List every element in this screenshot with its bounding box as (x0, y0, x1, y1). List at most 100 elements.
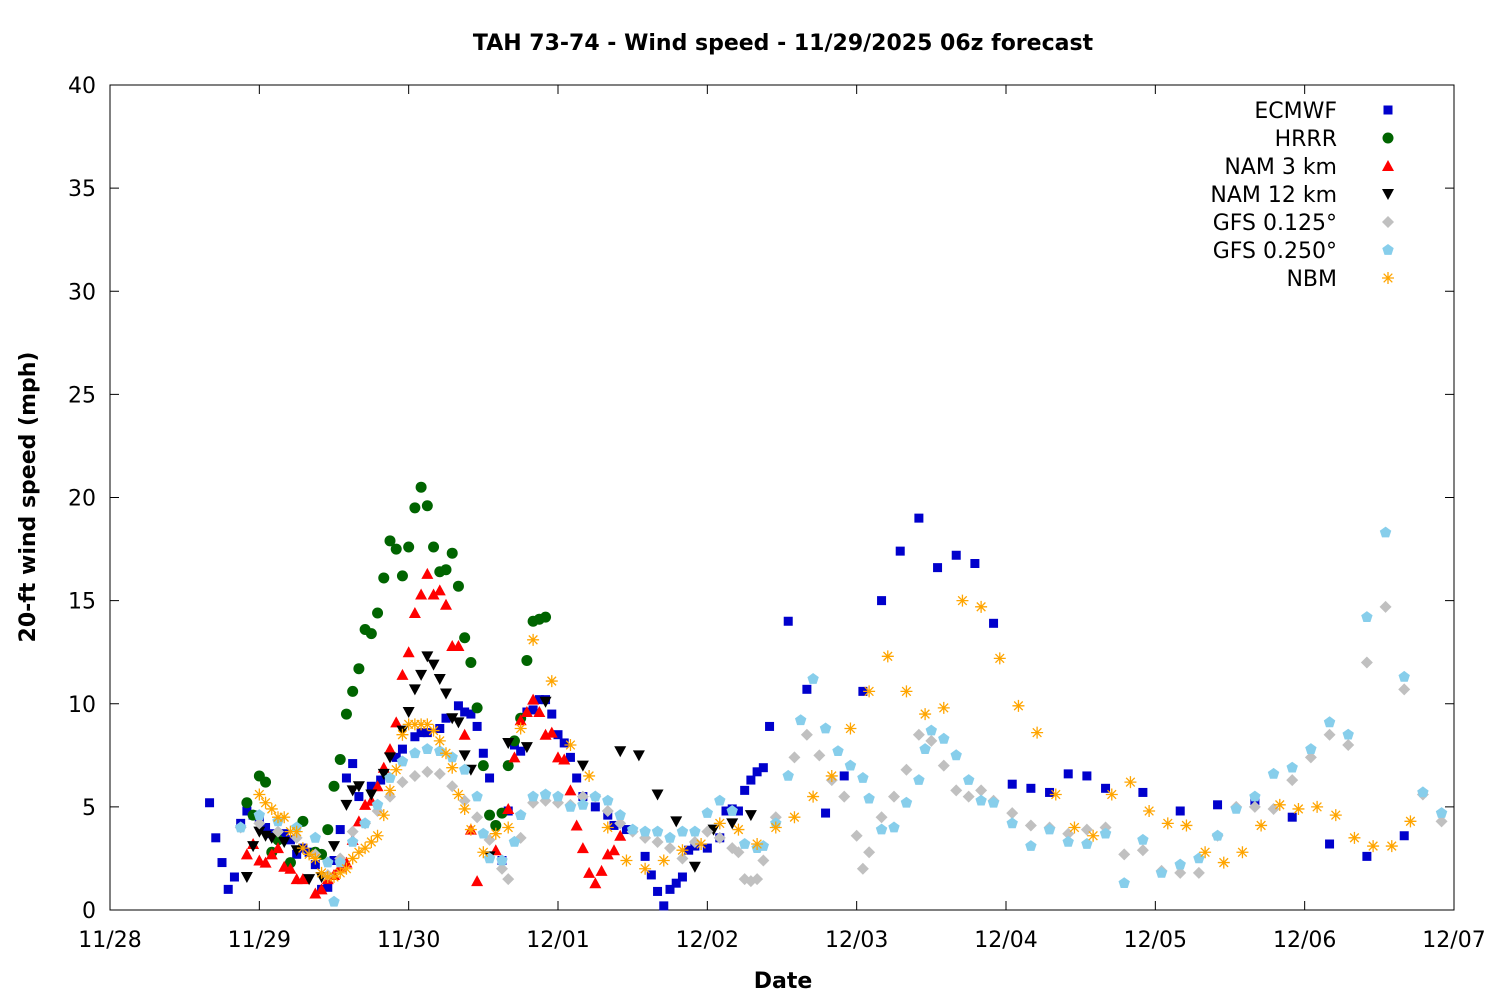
data-point (919, 743, 931, 754)
data-point (477, 827, 489, 839)
data-point (502, 873, 515, 886)
data-point (1138, 787, 1148, 797)
data-point (1087, 829, 1100, 842)
data-point (733, 806, 743, 816)
data-point (1267, 767, 1280, 779)
data-point (1101, 783, 1111, 793)
data-point (316, 848, 328, 860)
data-point (410, 732, 420, 742)
data-point (1304, 751, 1317, 764)
data-point (458, 728, 471, 740)
data-point (614, 809, 626, 820)
data-point (329, 856, 339, 865)
data-point (365, 835, 378, 848)
data-point (838, 790, 851, 803)
data-point (877, 596, 887, 606)
data-point (758, 763, 768, 773)
data-point (496, 854, 508, 866)
data-point (1348, 831, 1361, 844)
data-point (428, 541, 440, 553)
data-point (433, 674, 446, 685)
data-point (284, 825, 297, 838)
data-point (1024, 819, 1037, 832)
data-point (627, 823, 639, 835)
data-point (856, 862, 869, 875)
data-point (446, 780, 459, 793)
data-point (340, 799, 353, 811)
data-point (1175, 806, 1185, 816)
data-point (676, 825, 689, 837)
x-tick-label: 12/07 (1422, 928, 1485, 953)
data-point (1136, 844, 1149, 857)
data-point (962, 790, 975, 803)
data-point (1435, 807, 1448, 818)
data-point (409, 747, 421, 759)
data-point (1063, 769, 1073, 779)
data-point (925, 734, 938, 747)
legend-marker (1382, 189, 1394, 200)
data-point (472, 721, 482, 731)
data-point (937, 701, 950, 714)
data-point (490, 819, 502, 831)
data-point (427, 659, 440, 671)
data-point (514, 722, 527, 735)
data-point (1417, 786, 1429, 798)
data-point (751, 838, 764, 850)
data-point (390, 543, 402, 555)
data-point (646, 870, 656, 880)
data-point (677, 872, 687, 882)
data-point (832, 745, 844, 756)
data-point (659, 901, 669, 911)
data-point (408, 684, 421, 696)
data-point (347, 835, 359, 847)
data-point (601, 848, 614, 860)
data-point (1026, 783, 1036, 793)
y-tick-label: 30 (68, 280, 96, 305)
y-tick-label: 20 (68, 487, 96, 512)
data-point (328, 841, 340, 853)
y-axis-label: 20-ft wind speed (mph) (16, 352, 41, 643)
legend-marker (1383, 105, 1393, 115)
data-point (858, 686, 868, 696)
data-point (211, 833, 221, 843)
data-point (1099, 827, 1112, 839)
data-point (502, 760, 514, 772)
data-point (1435, 815, 1448, 828)
data-point (1118, 848, 1131, 861)
data-point (241, 797, 253, 809)
data-point (657, 854, 670, 867)
data-point (340, 862, 353, 875)
data-point (485, 773, 495, 783)
data-point (1213, 800, 1223, 810)
data-point (1311, 800, 1324, 813)
data-point (614, 817, 627, 830)
data-point (640, 851, 650, 861)
data-point (533, 706, 546, 717)
x-axis-label: Date (754, 969, 813, 994)
data-point (765, 721, 775, 731)
data-point (676, 852, 689, 865)
data-point (403, 541, 415, 553)
data-point (521, 654, 533, 666)
data-point (384, 784, 396, 797)
data-point (409, 502, 421, 514)
data-point (223, 884, 233, 894)
data-point (315, 866, 328, 879)
data-point (602, 794, 614, 806)
data-point (421, 567, 434, 579)
data-point (508, 835, 521, 847)
data-point (471, 702, 483, 714)
data-point (913, 774, 925, 785)
data-point (590, 802, 600, 812)
legend-marker (1382, 160, 1394, 171)
data-point (347, 685, 359, 697)
legend-label: HRRR (1275, 127, 1337, 152)
x-tick-label: 11/28 (78, 928, 141, 953)
legend-label: NBM (1286, 267, 1337, 292)
data-point (372, 607, 384, 619)
data-point (1012, 699, 1025, 712)
data-point (433, 584, 446, 596)
data-point (310, 860, 320, 870)
data-point (458, 750, 471, 762)
data-point (545, 726, 558, 738)
